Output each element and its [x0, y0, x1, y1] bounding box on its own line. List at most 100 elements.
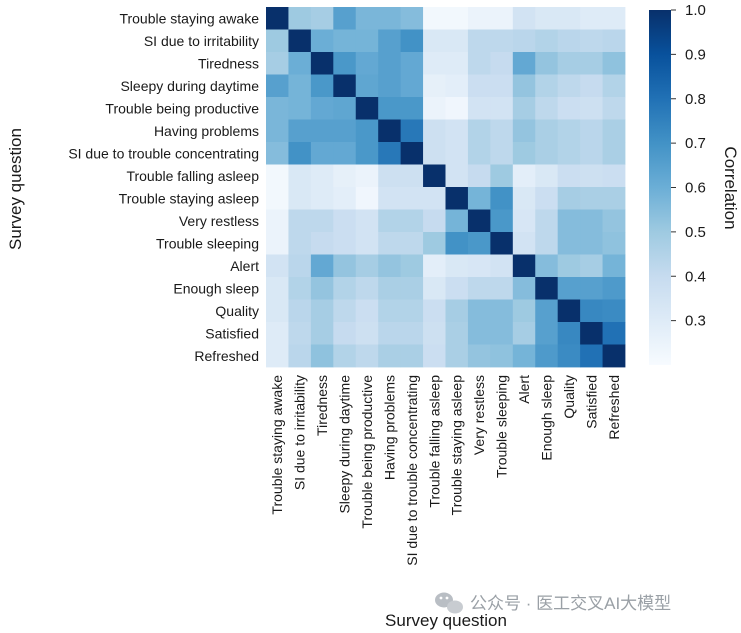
heatmap-cell: [288, 142, 312, 165]
heatmap-cell: [467, 232, 491, 255]
heatmap-cell: [355, 142, 379, 165]
heatmap-cell: [266, 322, 289, 345]
heatmap-cell: [580, 29, 603, 53]
heatmap-cell: [423, 52, 446, 75]
heatmap-cell: [355, 322, 379, 345]
row-labels: Trouble staying awake SI due to irritabil…: [68, 10, 259, 364]
heatmap-cell: [378, 209, 402, 233]
heatmap-cell: [580, 187, 603, 210]
heatmap-cell: [266, 29, 289, 53]
heatmap-cell: [288, 187, 312, 210]
heatmap-cell: [266, 299, 289, 323]
heatmap-cell: [423, 209, 446, 233]
heatmap-cell: [266, 209, 289, 233]
heatmap-cell: [580, 232, 603, 255]
heatmap-cell: [400, 142, 424, 165]
heatmap-cell: [557, 254, 581, 278]
heatmap-cell: [378, 232, 402, 255]
row-label: Tiredness: [198, 55, 259, 71]
heatmap-cell: [355, 209, 379, 233]
heatmap-cell: [310, 187, 334, 210]
heatmap-cell: [580, 344, 603, 368]
heatmap-cell: [535, 322, 559, 345]
heatmap-cell: [535, 299, 559, 323]
heatmap-cell: [512, 232, 536, 255]
heatmap-cell: [400, 254, 424, 278]
heatmap-cell: [378, 344, 402, 368]
column-label: Tiredness: [314, 375, 330, 436]
heatmap-cell: [490, 299, 514, 323]
heatmap-cell: [355, 164, 379, 188]
heatmap-cell: [310, 52, 334, 75]
heatmap-cell: [400, 322, 424, 345]
heatmap-cell: [445, 277, 469, 300]
heatmap-cell: [490, 209, 514, 233]
heatmap-cell: [355, 277, 379, 300]
heatmap-cell: [467, 29, 491, 53]
heatmap-cell: [445, 7, 469, 30]
heatmap-cell: [400, 299, 424, 323]
heatmap-cell: [310, 164, 334, 188]
heatmap-cell: [355, 52, 379, 75]
column-label: Trouble sleeping: [494, 375, 510, 478]
heatmap-cell: [288, 164, 312, 188]
heatmap-cell: [310, 344, 334, 368]
heatmap-cell: [602, 254, 626, 278]
row-label: Very restless: [179, 213, 259, 229]
heatmap-cell: [535, 344, 559, 368]
heatmap-cell: [333, 299, 357, 323]
column-label: Having problems: [381, 375, 397, 480]
heatmap-cell: [333, 52, 357, 75]
heatmap-cell: [400, 119, 424, 143]
heatmap-cell: [423, 299, 446, 323]
heatmap-cell: [378, 7, 402, 30]
column-label: Alert: [516, 375, 532, 404]
heatmap-cell: [535, 164, 559, 188]
heatmap-cell: [602, 142, 626, 165]
heatmap-cell: [333, 119, 357, 143]
heatmap-cell: [310, 29, 334, 53]
heatmap-cell: [423, 7, 446, 30]
heatmap-cell: [580, 74, 603, 98]
heatmap-cell: [378, 187, 402, 210]
row-label: Quality: [215, 303, 259, 319]
heatmap-cell: [602, 119, 626, 143]
heatmap-cell: [602, 344, 626, 368]
heatmap-cell: [378, 52, 402, 75]
colorbar-tick-label: 0.3: [685, 313, 706, 330]
heatmap-cell: [266, 74, 289, 98]
heatmap-cell: [378, 322, 402, 345]
heatmap-cell: [602, 209, 626, 233]
row-label: SI due to irritability: [144, 33, 259, 49]
heatmap-cell: [333, 7, 357, 30]
heatmap-cell: [557, 29, 581, 53]
heatmap-cell: [266, 52, 289, 75]
column-label: Quality: [561, 375, 577, 419]
heatmap-cell: [423, 142, 446, 165]
heatmap-cell: [266, 254, 289, 278]
column-label: Trouble being productive: [359, 375, 375, 529]
heatmap-cell: [288, 299, 312, 323]
column-label: Trouble staying awake: [269, 375, 285, 515]
column-label: SI due to irritability: [292, 375, 308, 490]
heatmap-cell: [512, 209, 536, 233]
column-label: Trouble falling asleep: [426, 375, 442, 508]
heatmap-cell: [557, 74, 581, 98]
heatmap-cell: [266, 119, 289, 143]
heatmap-cell: [445, 344, 469, 368]
heatmap-cell: [445, 119, 469, 143]
heatmap-cell: [602, 7, 626, 30]
heatmap-cell: [490, 232, 514, 255]
heatmap-cell: [602, 164, 626, 188]
heatmap-cell: [557, 232, 581, 255]
wechat-icon: [435, 592, 463, 614]
heatmap-cell: [355, 74, 379, 98]
heatmap-cell: [355, 29, 379, 53]
colorbar-gradient: [649, 10, 671, 365]
heatmap-cell: [580, 52, 603, 75]
heatmap-cell: [467, 52, 491, 75]
heatmap-cell: [602, 277, 626, 300]
column-label: Enough sleep: [538, 375, 554, 461]
heatmap-cell: [445, 74, 469, 98]
heatmap-cell: [266, 344, 289, 368]
